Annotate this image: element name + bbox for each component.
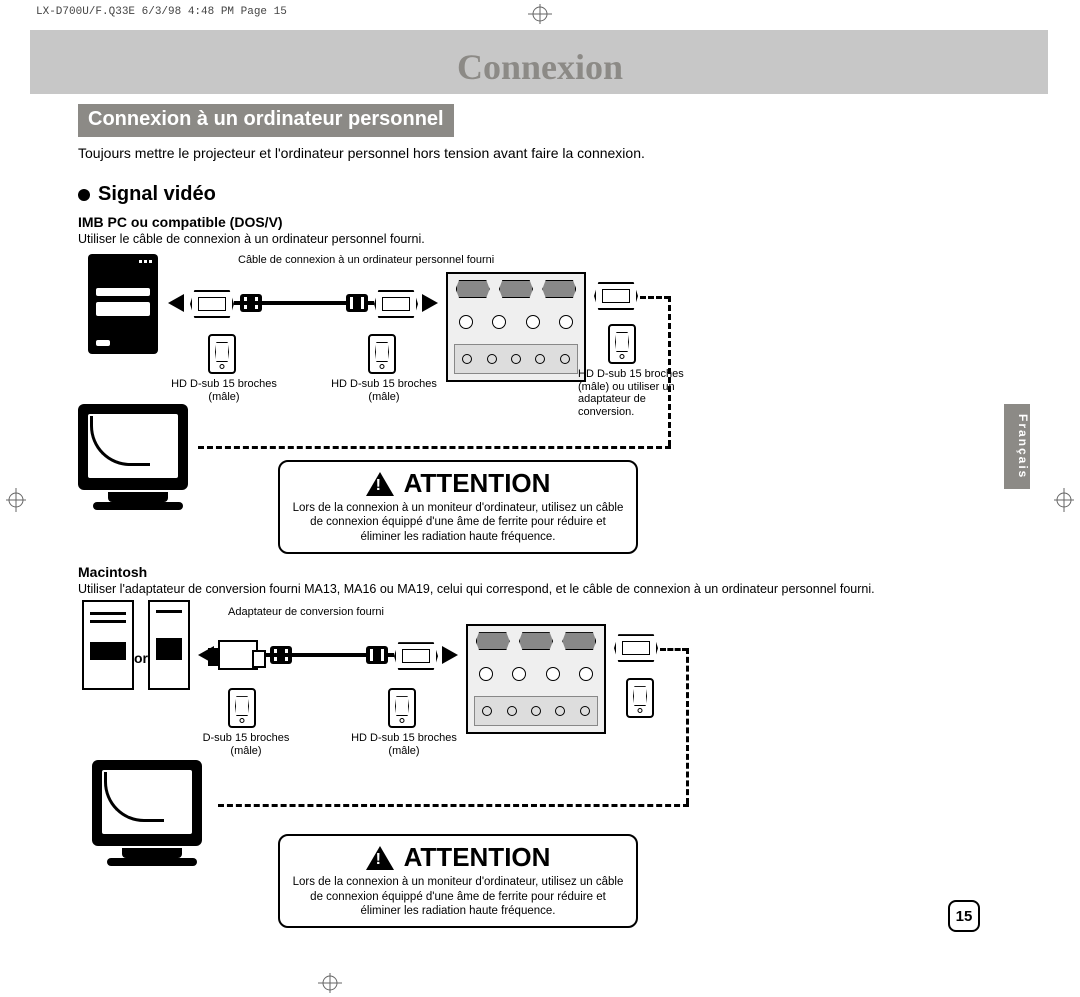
print-header: LX-D700U/F.Q33E 6/3/98 4:48 PM Page 15: [36, 6, 287, 18]
mac-text: Utiliser l'adaptateur de conversion four…: [78, 582, 1000, 596]
vga-plug-icon: [190, 290, 234, 318]
attention-box: ATTENTION Lors de la connexion à un moni…: [278, 460, 638, 554]
connector-icon: [608, 324, 636, 364]
adapter-icon: [218, 640, 258, 670]
attention-heading: ATTENTION: [292, 842, 624, 873]
pc-tower-icon: [88, 254, 158, 354]
mac-diagram: or Adaptateur de conversion fourni D-sub…: [78, 600, 1000, 830]
projector-panel-icon: [466, 624, 606, 734]
adapter-caption: Adaptateur de conversion fourni: [228, 606, 384, 619]
ibm-text: Utiliser le câble de connexion à un ordi…: [78, 232, 1000, 246]
attention-box: ATTENTION Lors de la connexion à un moni…: [278, 834, 638, 928]
cable-caption: Câble de connexion à un ordinateur perso…: [238, 254, 494, 267]
ibm-heading: IMB PC ou compatible (DOS/V): [78, 214, 1000, 230]
ferrite-icon: [346, 294, 368, 312]
arrow-icon: [422, 294, 438, 312]
ibm-diagram: Câble de connexion à un ordinateur perso…: [78, 254, 1000, 474]
mac-tower-icon: [82, 600, 134, 690]
attention-title: ATTENTION: [404, 468, 551, 499]
attention-title: ATTENTION: [404, 842, 551, 873]
vga-plug-icon: [374, 290, 418, 318]
warning-triangle-icon: [366, 472, 394, 496]
ferrite-icon: [366, 646, 388, 664]
connector-icon: [626, 678, 654, 718]
crop-mark-right: [1054, 480, 1074, 520]
section-heading-text: Signal vidéo: [98, 183, 216, 205]
warning-triangle-icon: [366, 846, 394, 870]
connector-icon: [368, 334, 396, 374]
vga-plug-icon: [394, 642, 438, 670]
arrow-icon: [442, 646, 458, 664]
projector-panel-icon: [446, 272, 586, 382]
monitor-icon: [92, 760, 212, 870]
attention-body: Lors de la connexion à un moniteur d'ord…: [292, 875, 624, 918]
page-number: 15: [948, 900, 980, 932]
connector-label: HD D-sub 15 broches (mâle): [344, 732, 464, 757]
crop-mark-top: [520, 4, 560, 24]
monitor-icon: [78, 404, 198, 514]
connector-label: HD D-sub 15 broches (mâle) ou utiliser u…: [578, 368, 688, 419]
attention-heading: ATTENTION: [292, 468, 624, 499]
dashed-line: [640, 296, 670, 299]
section-heading: Signal vidéo: [78, 183, 1000, 206]
language-tab: Français: [1004, 404, 1030, 489]
intro-text: Toujours mettre le projecteur et l'ordin…: [78, 145, 1000, 161]
crop-mark-bottom: [310, 973, 350, 993]
page-title: Connexion: [457, 46, 623, 88]
vga-plug-icon: [614, 634, 658, 662]
mac-heading: Macintosh: [78, 564, 1000, 580]
dashed-line: [660, 648, 688, 651]
dashed-line: [686, 648, 689, 804]
connector-icon: [208, 334, 236, 374]
arrow-icon: [168, 294, 184, 312]
connector-icon: [228, 688, 256, 728]
dashed-line: [198, 446, 671, 449]
bullet-icon: [78, 189, 90, 201]
connector-label: D-sub 15 broches (mâle): [196, 732, 296, 757]
content-area: Connexion à un ordinateur personnel Touj…: [78, 104, 1000, 928]
subtitle-bar: Connexion à un ordinateur personnel: [78, 104, 454, 137]
connector-icon: [388, 688, 416, 728]
connector-label: HD D-sub 15 broches (mâle): [164, 378, 284, 403]
or-label: or: [134, 650, 148, 666]
connector-label: HD D-sub 15 broches (mâle): [324, 378, 444, 403]
dashed-line: [218, 804, 689, 807]
attention-body: Lors de la connexion à un moniteur d'ord…: [292, 501, 624, 544]
vga-plug-icon: [594, 282, 638, 310]
crop-mark-left: [6, 480, 26, 520]
mac-tower-icon: [148, 600, 190, 690]
